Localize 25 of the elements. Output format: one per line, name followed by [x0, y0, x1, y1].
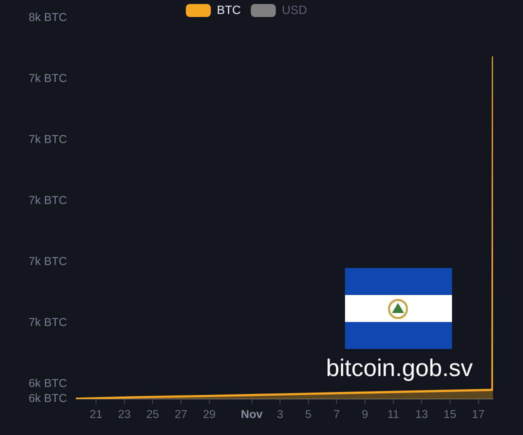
y-tick-label: 6k BTC [28, 378, 67, 390]
x-tick-label: 3 [276, 409, 284, 422]
x-tick-label: 21 [90, 409, 102, 422]
x-tick-label: 5 [305, 409, 312, 422]
y-tick-label: 7k BTC [28, 73, 67, 86]
y-tick-label: 7k BTC [28, 256, 67, 268]
x-tick-label: 9 [362, 409, 368, 422]
y-tick-label: 7k BTC [28, 195, 67, 208]
x-tick-label: 25 [146, 409, 160, 422]
x-tick-label: 15 [444, 409, 456, 422]
annotation: bitcoin.gob.sv [326, 355, 473, 382]
x-tick-label: 13 [415, 409, 428, 422]
legend-label: BTC [216, 2, 242, 17]
y-tick-label: 7k BTC [28, 316, 67, 329]
x-tick-label: 11 [387, 409, 400, 422]
legend-label: USD [282, 2, 308, 17]
y-tick-label: 6k BTC [28, 393, 67, 406]
x-tick-label: 23 [118, 409, 131, 422]
x-tick-label: Nov [240, 409, 264, 422]
y-tick-label: 7k BTC [28, 134, 67, 146]
x-tick-label: 7 [333, 409, 340, 422]
x-tick-label: 29 [202, 409, 216, 422]
x-tick-label: 17 [472, 409, 485, 422]
x-tick-label: 27 [174, 409, 188, 422]
y-tick-label: 8k BTC [28, 12, 67, 24]
